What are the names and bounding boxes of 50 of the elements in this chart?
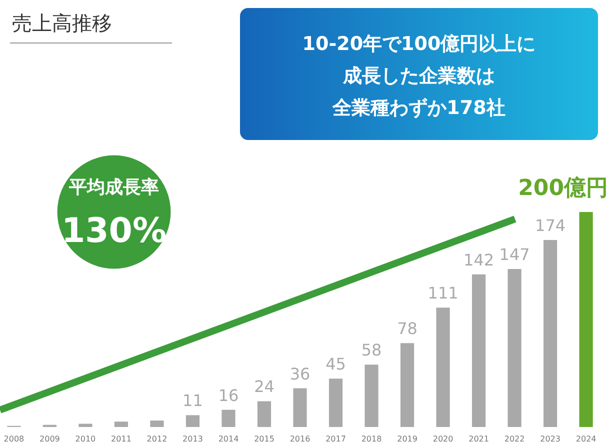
data-label: 142 [464, 250, 494, 270]
text: 10-20年で100億円以上に [302, 33, 536, 55]
x-tick-label: 2023 [540, 434, 560, 444]
x-tick-label: 2014 [218, 434, 239, 444]
x-tick-label: 2022 [504, 434, 525, 444]
bar [293, 388, 307, 427]
bar [472, 274, 486, 427]
data-label: 36 [290, 364, 310, 384]
x-tick-label: 2017 [326, 434, 346, 444]
chart-title: 売上高推移 [12, 11, 112, 35]
bar [114, 422, 128, 427]
bar [222, 410, 236, 427]
bar [257, 401, 272, 427]
x-tick-label: 2021 [468, 434, 489, 444]
bar [508, 268, 522, 427]
data-label: 45 [326, 354, 346, 374]
data-label: 174 [535, 216, 566, 235]
x-tick-label: 2008 [4, 434, 24, 444]
data-label: 11 [182, 391, 203, 410]
data-label: 24 [254, 377, 274, 396]
bar [78, 424, 92, 427]
x-tick-label: 2012 [146, 434, 168, 444]
bar [186, 415, 200, 427]
x-tick-label: 2010 [75, 434, 96, 444]
data-label: 16 [218, 386, 239, 405]
text: 全業種わずか178社 [332, 97, 506, 119]
x-tick-label: 2019 [397, 434, 418, 444]
annotation: 130% [61, 211, 167, 251]
text: 平均成長率 [68, 177, 159, 198]
data-label: 58 [361, 340, 382, 360]
x-tick-label: 2016 [290, 434, 310, 444]
bar [400, 343, 414, 427]
bar [579, 212, 593, 427]
data-label: 111 [428, 284, 458, 303]
bar [436, 308, 450, 427]
x-tick-label: 2024 [576, 434, 596, 444]
data-label: 78 [397, 319, 418, 338]
x-tick-label: 2015 [254, 434, 274, 444]
bar [364, 364, 378, 427]
x-tick-label: 2020 [432, 434, 454, 444]
data-label: 147 [499, 244, 530, 264]
bar [544, 240, 558, 427]
text: 成長した企業数は [342, 65, 495, 87]
bar [328, 378, 343, 427]
x-tick-label: 2018 [361, 434, 382, 444]
x-tick-label: 2011 [111, 434, 132, 444]
bar [150, 420, 164, 427]
x-tick-label: 2009 [40, 434, 60, 444]
x-tick-label: 2013 [182, 434, 203, 444]
data-label: 200億円 [518, 176, 608, 201]
